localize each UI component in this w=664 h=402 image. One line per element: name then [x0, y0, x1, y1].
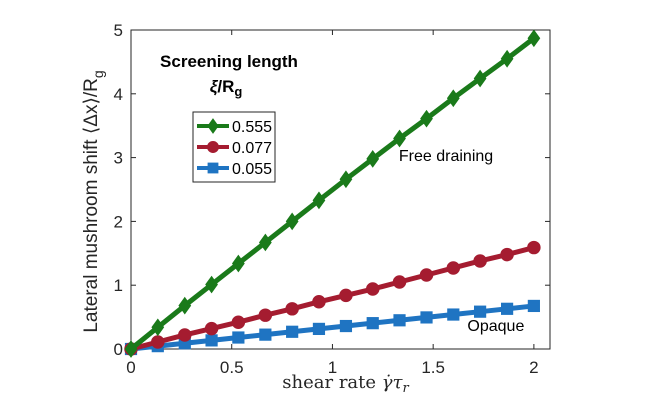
x-axis-label-sub: r: [402, 381, 409, 396]
data-point: [151, 335, 165, 349]
data-point: [339, 288, 353, 303]
data-point: [473, 305, 487, 318]
series-circle: [124, 240, 541, 356]
x-tick-label: 1.5: [421, 358, 445, 377]
data-point: [527, 29, 541, 48]
annotation-label: Opaque: [467, 318, 524, 335]
series-layer: [124, 29, 541, 358]
annotations: Free draining Opaque: [399, 148, 525, 335]
data-point: [204, 321, 219, 336]
y-tick-label: 2: [114, 212, 123, 231]
legend-label: 0.077: [232, 140, 272, 157]
legend-marker: [207, 162, 219, 174]
data-point: [151, 318, 165, 337]
plot-border: [130, 29, 551, 350]
legend-title-rest: /R: [217, 77, 234, 96]
data-point: [312, 322, 326, 336]
data-point: [339, 170, 353, 189]
legend: Screening length ξ/Rg 0.555 0.077 0.055: [160, 52, 298, 183]
legend-label: 0.555: [232, 119, 272, 136]
y-axis-label-main: Lateral mushroom shift ⟨Δx⟩/R: [81, 78, 102, 333]
data-point: [286, 325, 299, 338]
data-point: [312, 295, 326, 309]
data-point: [473, 254, 487, 268]
x-tick-label: 0: [126, 358, 135, 377]
tick-labels: 0 0.5 1 1.5 2 0 1 2 3 4 5: [114, 21, 539, 377]
data-point: [446, 261, 461, 275]
x-tick-label: 2: [529, 358, 538, 377]
y-tick-label: 0: [114, 340, 123, 359]
legend-entry: 0.055: [197, 161, 272, 178]
y-axis-label: Lateral mushroom shift ⟨Δx⟩/Rg: [81, 70, 106, 332]
data-point: [392, 275, 407, 289]
y-tick-label: 5: [114, 21, 123, 40]
data-point: [178, 296, 192, 315]
x-tick-label: 0.5: [220, 358, 244, 377]
data-point: [258, 308, 273, 322]
legend-title-sub: g: [234, 84, 242, 99]
y-tick-label: 4: [114, 85, 123, 104]
data-point: [258, 233, 272, 252]
y-axis-label-sub: g: [90, 70, 106, 78]
y-tick-label: 1: [114, 276, 123, 295]
data-point: [232, 331, 245, 344]
data-point: [419, 268, 434, 282]
axis-labels: Lateral mushroom shift ⟨Δx⟩/Rg shear rat…: [81, 70, 409, 396]
data-point: [500, 247, 514, 262]
data-point: [339, 319, 353, 333]
legend-marker: [207, 118, 219, 134]
series-line: [130, 245, 535, 352]
data-point: [447, 308, 460, 321]
data-point: [366, 150, 380, 168]
data-point: [420, 311, 433, 324]
legend-entry: 0.555: [197, 118, 272, 136]
series-line: [129, 36, 536, 351]
data-point: [473, 69, 487, 88]
data-point: [312, 191, 326, 210]
series-diamond: [124, 29, 541, 358]
data-point: [178, 328, 192, 342]
x-tick-label: 1: [328, 358, 337, 377]
legend-title-xi: ξ: [210, 77, 219, 96]
data-point: [285, 212, 299, 231]
legend-label: 0.055: [232, 161, 272, 178]
legend-marker: [207, 141, 219, 153]
legend-entry: 0.077: [197, 140, 272, 157]
data-point: [527, 240, 541, 255]
data-point: [365, 282, 380, 296]
data-point: [231, 254, 245, 273]
data-point: [231, 315, 246, 329]
annotation-label: Free draining: [399, 148, 493, 165]
data-point: [205, 334, 218, 347]
data-point: [124, 340, 138, 358]
legend-title-line1: Screening length: [160, 52, 298, 71]
data-point: [446, 89, 460, 108]
data-point: [500, 302, 514, 315]
data-point: [205, 275, 218, 294]
data-point: [285, 302, 299, 316]
y-tick-label: 3: [114, 149, 123, 168]
data-point: [500, 49, 514, 68]
x-axis-label-symbol: γ̇τ: [382, 372, 404, 393]
x-axis-label: shear rate γ̇τr: [282, 372, 409, 396]
data-point: [527, 299, 540, 313]
x-axis-label-prefix: shear rate: [282, 372, 381, 393]
data-point: [259, 328, 272, 341]
data-point: [393, 129, 406, 148]
legend-title-line2: ξ/Rg: [210, 77, 243, 99]
data-point: [366, 317, 379, 330]
legend-entries: 0.555 0.077 0.055: [197, 118, 272, 178]
data-point: [393, 314, 406, 327]
data-point: [420, 109, 433, 128]
series-line: [130, 303, 535, 352]
